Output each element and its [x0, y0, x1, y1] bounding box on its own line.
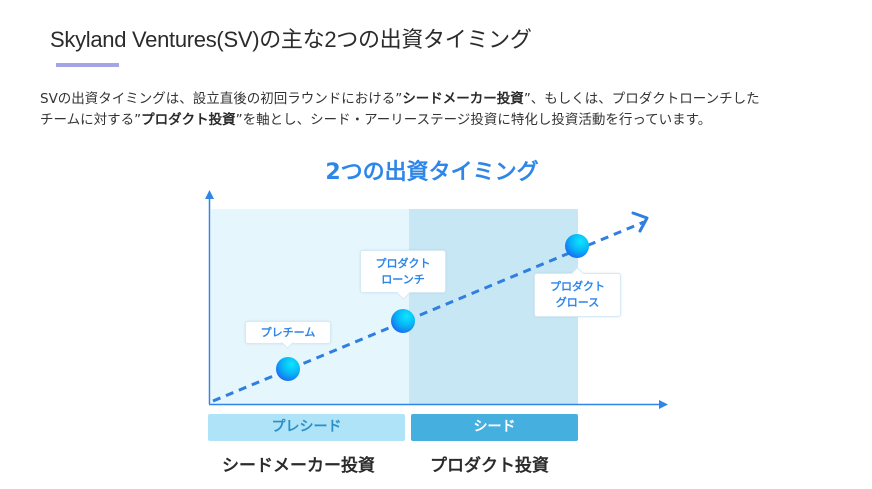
- callout-label: プレチーム: [260, 326, 316, 339]
- trend-arrow-icon: [631, 211, 649, 233]
- intro-emphasis-seed-maker: シードメーカー投資: [402, 91, 524, 107]
- stage-band-preseed: プレシード: [208, 414, 405, 441]
- intro-emphasis-product: プロダクト投資: [141, 112, 236, 128]
- milestone-dot-product-growth: [565, 234, 589, 258]
- investment-type-seed-maker: シードメーカー投資: [222, 456, 375, 476]
- y-axis-arrow-icon: [205, 190, 214, 199]
- preseed-region: [211, 209, 409, 404]
- title-underline: [56, 63, 119, 67]
- milestone-dot-product-launch: [391, 309, 415, 333]
- intro-text: ”、もしくは、プロダクトローンチした: [523, 91, 760, 107]
- investment-type-product: プロダクト投資: [430, 456, 549, 476]
- callout-product-growth: プロダクト グロース: [534, 267, 621, 317]
- callout-preteam: プレチーム: [245, 321, 331, 349]
- milestone-dot-preteam: [276, 357, 300, 381]
- diagram-title: 2つの出資タイミング: [325, 160, 539, 185]
- intro-text: SVの出資タイミングは、設立直後の初回ラウンドにおける”: [40, 91, 403, 107]
- callout-label: ローンチ: [381, 273, 425, 286]
- callout-label: グロース: [555, 296, 600, 309]
- stage-label: シード: [473, 419, 516, 435]
- callout-label: プロダクト: [375, 257, 431, 270]
- stage-label: プレシード: [271, 419, 342, 435]
- callout-label: プロダクト: [550, 280, 605, 293]
- intro-paragraph: SVの出資タイミングは、設立直後の初回ラウンドにおける”シードメーカー投資”、も…: [40, 89, 840, 131]
- intro-text: ”を軸とし、シード・アーリーステージ投資に特化し投資活動を行っています。: [235, 112, 712, 128]
- x-axis-arrow-icon: [659, 400, 668, 409]
- callout-product-launch: プロダクト ローンチ: [360, 250, 446, 300]
- stage-band-seed: シード: [411, 414, 578, 441]
- page-title: Skyland Ventures(SV)の主な2つの出資タイミング: [50, 27, 532, 52]
- intro-text: チームに対する”: [40, 112, 142, 128]
